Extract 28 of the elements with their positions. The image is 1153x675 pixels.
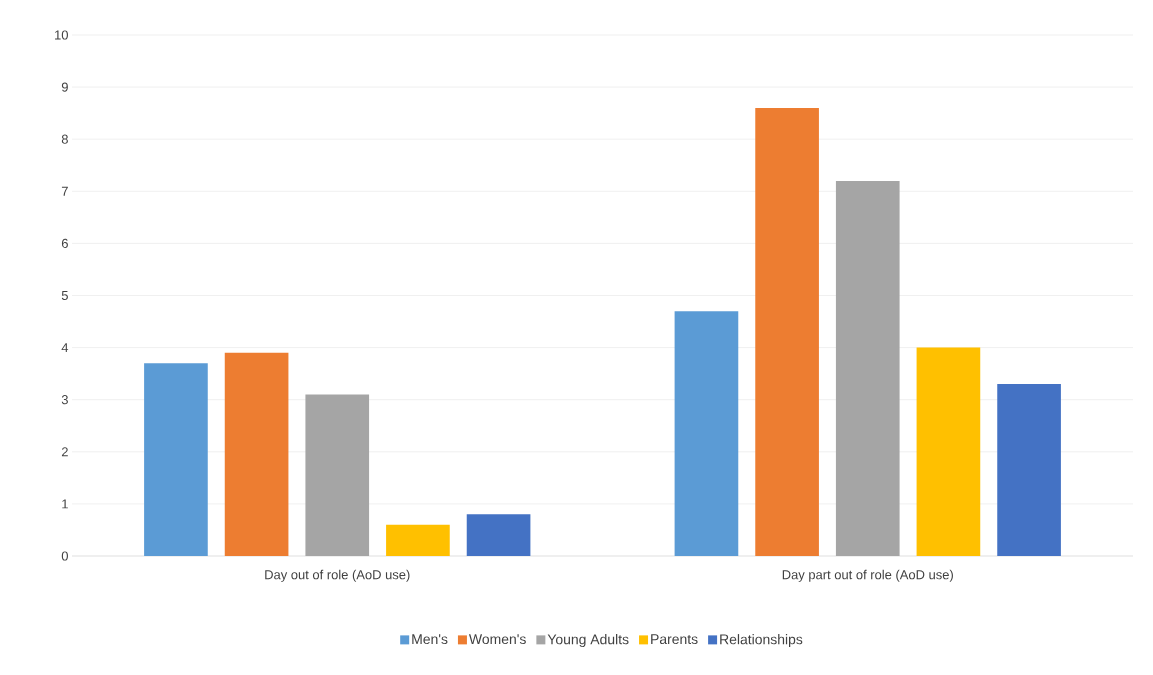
- y-tick-label: 3: [61, 395, 68, 405]
- bar: [224, 352, 289, 556]
- y-tick-label: 7: [61, 186, 68, 196]
- y-tick-label: 0: [61, 551, 68, 561]
- legend-label: Women's: [469, 634, 526, 645]
- y-tick-label: 4: [61, 343, 69, 353]
- y-tick-label: 1: [62, 499, 68, 509]
- y-tick-label: 10: [55, 30, 68, 40]
- bar: [997, 384, 1061, 556]
- bar: [466, 514, 531, 556]
- y-tick-label: 9: [61, 82, 68, 92]
- y-tick-label: 8: [61, 134, 68, 144]
- legend-label: Relationships: [720, 634, 803, 648]
- x-tick-label: Day out of role (AoD use): [265, 569, 410, 582]
- bar: [916, 347, 981, 556]
- bar: [755, 107, 819, 556]
- bar: [674, 311, 739, 556]
- y-tick-label: 2: [61, 447, 68, 457]
- x-tick-label: Day part out of role (AoD use): [782, 569, 953, 582]
- legend-label: Young Adults: [547, 634, 629, 648]
- bar: [305, 394, 370, 556]
- bar: [386, 524, 450, 556]
- y-tick-label: 6: [61, 238, 68, 248]
- bar: [144, 363, 208, 556]
- y-tick-label: 5: [61, 290, 68, 301]
- legend-label: Parents: [651, 634, 698, 645]
- legend-label: Men's: [412, 634, 448, 645]
- bar: [835, 180, 900, 556]
